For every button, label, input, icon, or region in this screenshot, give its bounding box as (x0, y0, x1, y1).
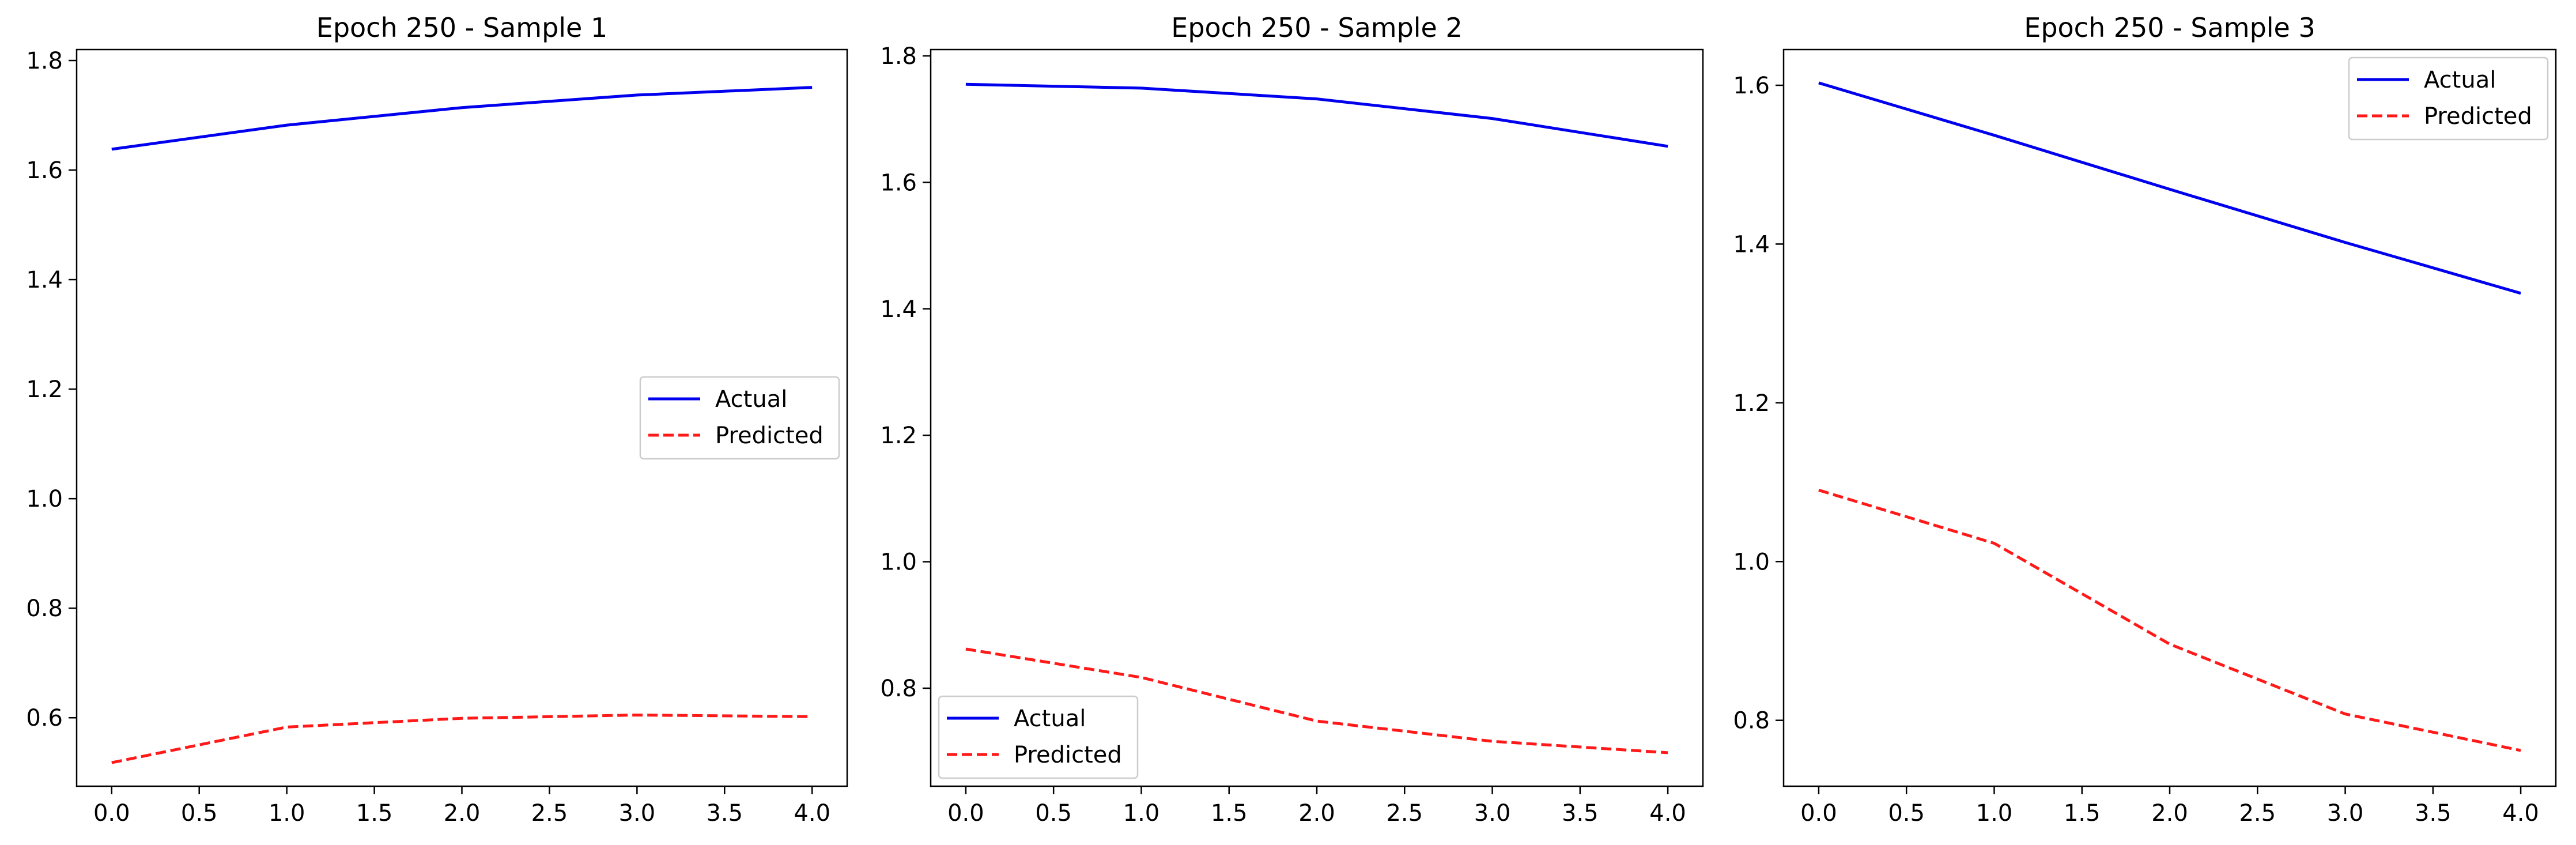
x-tick-label: 1.0 (1123, 800, 1160, 827)
x-tick-label: 1.5 (1211, 800, 1248, 827)
chart-title: Epoch 250 - Sample 3 (2024, 12, 2315, 43)
y-tick-label: 1.8 (880, 43, 917, 70)
x-tick-label: 2.5 (531, 800, 568, 827)
chart-panel-1: Epoch 250 - Sample 1 0.0 0.5 1.0 1.5 2.0 2.5 3.… (26, 12, 848, 827)
x-tick-label: 1.0 (269, 800, 305, 827)
x-tick-label: 3.5 (1562, 800, 1599, 827)
series-line-actual (111, 86, 813, 151)
x-tick-label: 2.0 (1298, 800, 1335, 827)
x-tick-label: 2.5 (1386, 800, 1423, 827)
legend-label-actual: Actual (2424, 67, 2496, 93)
x-tick-label: 0.0 (93, 800, 130, 827)
y-tick-label: 1.2 (1733, 390, 1770, 417)
plot-frame (1782, 48, 2557, 787)
x-tick-label: 3.0 (2327, 800, 2364, 827)
x-tick-label: 0.5 (181, 800, 218, 827)
y-tick-label: 1.8 (26, 48, 63, 74)
x-tick-label: 4.0 (1649, 800, 1686, 827)
legend: Actual Predicted (2348, 56, 2549, 141)
x-tick-label: 4.0 (2502, 800, 2539, 827)
x-tick-label: 0.0 (1800, 800, 1837, 827)
series-line-predicted (111, 714, 813, 764)
x-tick-label: 0.5 (1035, 800, 1072, 827)
x-tick-label: 3.0 (619, 800, 656, 827)
legend-label-predicted: Predicted (1014, 742, 1122, 768)
x-tick-label: 3.0 (1474, 800, 1511, 827)
x-tick-label: 0.5 (1888, 800, 1925, 827)
y-tick-label: 0.6 (26, 705, 63, 731)
series-line-actual (1818, 81, 2521, 295)
x-tick-label: 3.5 (706, 800, 743, 827)
series-line-actual (965, 82, 1668, 148)
y-tick-label: 1.0 (1733, 549, 1770, 575)
x-tick-label: 1.5 (2064, 800, 2101, 827)
y-tick-label: 0.8 (26, 595, 63, 622)
y-tick-label: 1.4 (26, 267, 63, 293)
y-tick-label: 1.6 (880, 169, 917, 196)
legend-label-actual: Actual (1014, 706, 1086, 732)
y-tick-label: 1.2 (26, 376, 63, 403)
x-tick-label: 0.0 (947, 800, 984, 827)
y-tick-label: 1.2 (880, 423, 917, 449)
x-tick-label: 1.0 (1976, 800, 2013, 827)
legend: Actual Predicted (639, 376, 840, 460)
chart-panel-2: Epoch 250 - Sample 2 0.0 0.5 1.0 1.5 2.0 2.5 3.… (880, 12, 1704, 827)
y-tick-label: 1.6 (26, 157, 63, 184)
chart-title: Epoch 250 - Sample 1 (316, 12, 607, 43)
series-line-predicted (965, 647, 1668, 755)
legend-label-actual: Actual (715, 386, 787, 413)
legend-label-predicted: Predicted (715, 423, 824, 449)
chart-panel-3: Epoch 250 - Sample 3 0.0 0.5 1.0 1.5 2.0 2.5 3.… (1733, 12, 2557, 827)
y-tick-label: 1.0 (880, 549, 917, 576)
series-line-predicted (1818, 488, 2521, 752)
y-tick-label: 0.8 (1733, 708, 1770, 734)
x-tick-label: 1.5 (356, 800, 393, 827)
legend: Actual Predicted (938, 695, 1139, 779)
y-tick-label: 0.8 (880, 676, 917, 702)
legend-label-predicted: Predicted (2424, 103, 2532, 130)
y-tick-label: 1.4 (880, 296, 917, 323)
x-tick-label: 4.0 (794, 800, 830, 827)
y-tick-label: 1.4 (1733, 231, 1770, 258)
x-tick-label: 2.0 (444, 800, 481, 827)
x-tick-label: 3.5 (2415, 800, 2452, 827)
y-tick-label: 1.6 (1733, 73, 1770, 99)
y-tick-label: 1.0 (26, 486, 63, 512)
x-tick-label: 2.5 (2239, 800, 2276, 827)
x-tick-label: 2.0 (2151, 800, 2188, 827)
chart-title: Epoch 250 - Sample 2 (1171, 12, 1462, 43)
plot-frame (930, 48, 1704, 787)
